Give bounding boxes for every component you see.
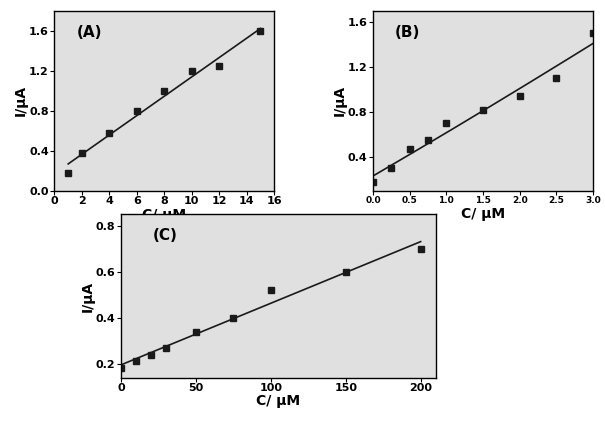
Y-axis label: I/μA: I/μA [332,85,346,116]
X-axis label: C/ μM: C/ μM [142,208,186,222]
Text: (B): (B) [395,25,420,40]
X-axis label: C/ μM: C/ μM [461,207,505,221]
Text: (A): (A) [76,25,102,40]
Y-axis label: I/μA: I/μA [80,281,94,311]
X-axis label: C/ μM: C/ μM [257,394,300,408]
Text: (C): (C) [152,227,177,242]
Y-axis label: I/μA: I/μA [14,85,28,116]
